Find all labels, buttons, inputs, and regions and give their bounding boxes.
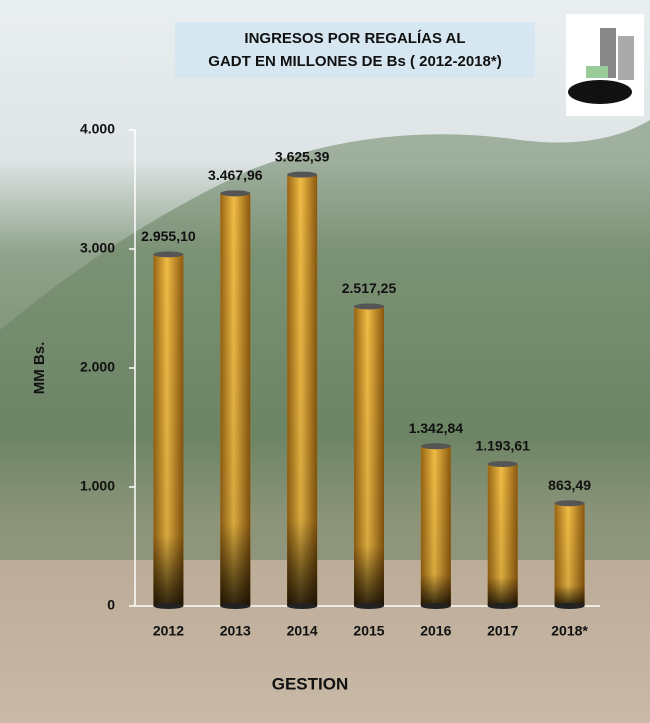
data-label: 863,49 xyxy=(548,477,591,493)
bar-cap xyxy=(554,500,585,507)
y-tick-label: 1.000 xyxy=(80,478,115,494)
y-tick-label: 2.000 xyxy=(80,359,115,375)
bar-cap xyxy=(153,251,184,258)
bar-group xyxy=(554,500,585,609)
bar-shade xyxy=(287,174,318,606)
bar-shade xyxy=(420,446,451,606)
x-tick-label: 2017 xyxy=(487,623,518,639)
bar-cap xyxy=(287,171,318,178)
bar-cap xyxy=(354,303,384,310)
chart-title: INGRESOS POR REGALÍAS AL xyxy=(244,30,465,47)
bar-base xyxy=(153,603,184,609)
bar-base xyxy=(554,603,585,609)
bar-shade xyxy=(487,463,518,606)
bar-base xyxy=(220,603,251,609)
y-tick-label: 4.000 xyxy=(80,121,115,137)
x-tick-label: 2016 xyxy=(420,623,451,639)
bar-base xyxy=(354,603,384,609)
data-label: 1.342,84 xyxy=(409,420,464,436)
icon xyxy=(566,14,644,116)
bar-base xyxy=(487,603,518,609)
bar-cap xyxy=(487,460,518,467)
x-axis-label: GESTION xyxy=(272,674,349,693)
bar-cap xyxy=(220,190,251,197)
y-tick-label: 3.000 xyxy=(80,240,115,256)
bar-shade xyxy=(153,254,184,607)
title-box xyxy=(175,22,535,78)
bar-shade xyxy=(554,503,585,606)
bar-base xyxy=(420,603,451,609)
bar-shade xyxy=(354,306,384,606)
bar-group xyxy=(287,171,318,609)
bar-group xyxy=(153,251,184,609)
x-tick-label: 2013 xyxy=(220,623,251,639)
x-tick-label: 2012 xyxy=(153,623,184,639)
bar-base xyxy=(287,603,318,609)
data-label: 2.955,10 xyxy=(141,228,196,244)
data-label: 3.467,96 xyxy=(208,167,263,183)
data-label: 3.625,39 xyxy=(275,148,330,164)
x-tick-label: 2014 xyxy=(287,623,318,639)
x-tick-label: 2018* xyxy=(551,623,588,639)
data-label: 2.517,25 xyxy=(342,280,397,296)
data-label: 1.193,61 xyxy=(475,438,530,454)
bar-group xyxy=(420,443,451,609)
x-tick-label: 2015 xyxy=(353,623,384,639)
bar-shade xyxy=(220,193,251,607)
bar-group xyxy=(220,190,251,609)
bar-group xyxy=(487,460,518,609)
bar-group xyxy=(354,303,384,609)
y-tick-label: 0 xyxy=(107,597,115,613)
chart-title: GADT EN MILLONES DE Bs ( 2012-2018*) xyxy=(208,53,501,70)
bar-cap xyxy=(420,443,451,450)
y-axis-label: MM Bs. xyxy=(31,342,48,395)
